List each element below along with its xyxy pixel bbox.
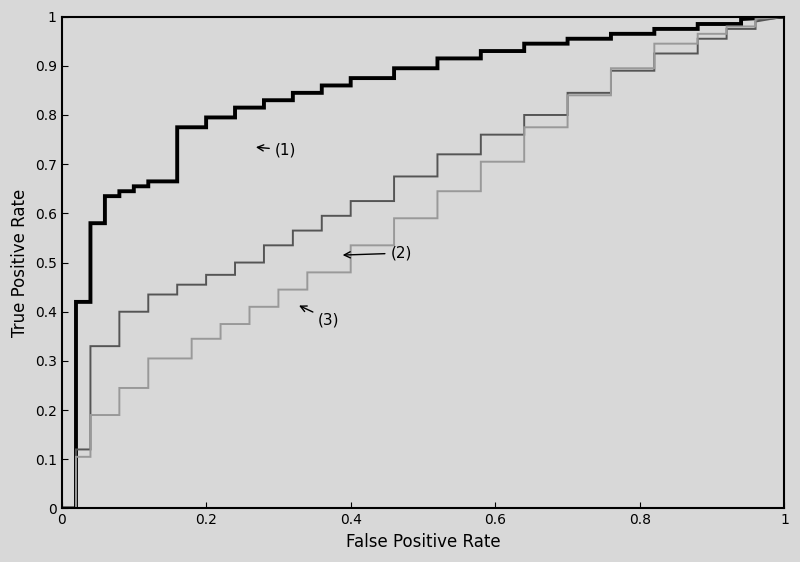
Text: (1): (1) [258,142,296,157]
X-axis label: False Positive Rate: False Positive Rate [346,533,500,551]
Y-axis label: True Positive Rate: True Positive Rate [11,188,29,337]
Text: (2): (2) [344,246,412,261]
Text: (3): (3) [301,306,340,327]
